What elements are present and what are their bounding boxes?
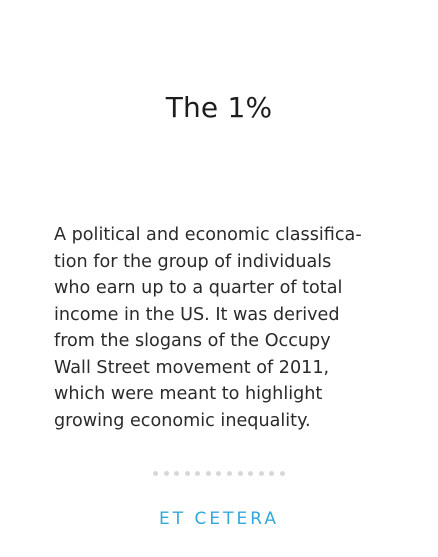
description-line: who earn up to a quarter of total xyxy=(54,278,343,298)
brand-label: ET CETERA xyxy=(158,509,280,529)
separator-dot xyxy=(248,470,254,476)
description-line: tion for the group of individuals xyxy=(54,251,332,272)
dotted-separator xyxy=(153,470,285,476)
separator-dot xyxy=(174,470,180,476)
separator-dot xyxy=(184,470,190,476)
description-line: growing economic inequality. xyxy=(54,410,311,431)
card-description: A political and economic classifica- tio… xyxy=(54,222,394,434)
description-line: income in the US. It was derived xyxy=(54,304,340,325)
separator-dot xyxy=(153,470,158,476)
separator-dot xyxy=(269,470,275,476)
separator-dot xyxy=(216,470,222,476)
description-line: from the slogans of the Occupy xyxy=(54,331,331,351)
card-title: The 1% xyxy=(165,91,273,124)
description-line: which were meant to highlight xyxy=(54,384,323,404)
description-line: Wall Street movement of 2011, xyxy=(54,357,330,378)
separator-dot xyxy=(163,470,169,476)
description-line: A political and economic classifica- xyxy=(54,225,362,245)
separator-dot xyxy=(195,470,201,476)
separator-dot xyxy=(258,470,264,476)
separator-dot xyxy=(237,470,243,476)
separator-dot xyxy=(279,470,285,476)
separator-dot xyxy=(205,470,211,476)
separator-dot xyxy=(227,470,233,476)
